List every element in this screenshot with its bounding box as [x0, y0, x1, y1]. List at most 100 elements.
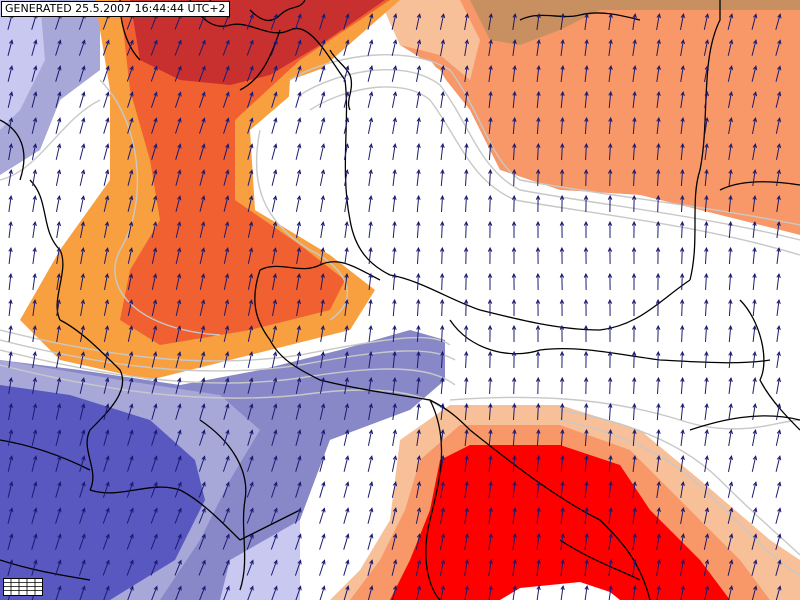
wind-arrow-icon	[31, 507, 38, 524]
wind-arrow-icon	[536, 428, 541, 447]
wind-arrow-icon	[295, 455, 302, 472]
wind-arrow-icon	[103, 585, 110, 600]
wind-arrow-icon	[175, 117, 182, 134]
wind-arrow-icon	[103, 325, 110, 342]
wind-arrow-icon	[199, 377, 206, 394]
field-dark-red-n	[130, 0, 385, 85]
wind-arrow-icon	[247, 455, 254, 472]
wind-arrow-icon	[584, 532, 589, 550]
wind-arrow-icon	[126, 65, 134, 82]
wind-arrow-icon	[295, 481, 302, 498]
wind-arrow-icon	[78, 559, 86, 576]
wind-arrow-icon	[608, 454, 613, 473]
wind-arrow-icon	[632, 90, 637, 108]
wind-arrow-icon	[680, 38, 685, 56]
wind-arrow-icon	[55, 559, 62, 576]
wind-arrow-icon	[680, 116, 685, 134]
wind-arrow-icon	[368, 298, 373, 317]
wind-arrow-icon	[319, 65, 326, 82]
wind-arrow-icon	[752, 272, 757, 291]
wind-arrow-icon	[488, 402, 493, 421]
wind-arrow-icon	[343, 455, 350, 472]
wind-arrow-icon	[751, 585, 758, 600]
wind-arrow-icon	[270, 507, 278, 524]
wind-arrow-icon	[247, 117, 254, 134]
wind-arrow-icon	[150, 533, 158, 550]
wind-arrow-icon	[55, 169, 62, 186]
wind-arrow-icon	[246, 507, 254, 524]
wind-arrow-icon	[439, 272, 445, 291]
wind-arrow-icon	[704, 272, 709, 291]
wind-arrow-icon	[776, 350, 781, 368]
wind-arrow-icon	[32, 246, 37, 264]
wind-arrow-icon	[319, 169, 326, 186]
wind-arrow-icon	[271, 91, 278, 108]
field-light-blue-nw	[0, 0, 45, 130]
wind-arrow-icon	[559, 350, 565, 369]
wind-arrow-icon	[751, 533, 758, 550]
wind-arrow-icon	[79, 351, 86, 368]
wind-arrow-icon	[391, 13, 398, 30]
wind-arrow-icon	[223, 117, 230, 134]
wind-arrow-icon	[608, 38, 613, 56]
wind-arrow-icon	[80, 324, 85, 342]
wind-arrow-icon	[704, 142, 709, 160]
wind-arrow-icon	[367, 507, 374, 524]
wind-arrow-icon	[560, 64, 565, 82]
wind-arrow-icon	[78, 533, 86, 550]
wind-arrow-icon	[127, 221, 134, 238]
wind-arrow-icon	[416, 272, 421, 291]
wind-arrow-icon	[31, 455, 38, 472]
wind-arrow-icon	[488, 90, 493, 108]
wind-arrow-icon	[31, 65, 38, 82]
wind-arrow-icon	[8, 272, 13, 291]
wind-arrow-icon	[31, 143, 38, 160]
wind-arrow-icon	[488, 532, 493, 550]
wind-arrow-icon	[559, 324, 565, 343]
wind-arrow-icon	[631, 298, 637, 316]
wind-arrow-icon	[535, 324, 541, 342]
wind-arrow-icon	[367, 533, 374, 550]
wind-arrow-icon	[464, 38, 469, 56]
wind-arrow-icon	[439, 246, 445, 265]
wind-arrow-icon	[440, 142, 445, 161]
wind-arrow-icon	[632, 376, 637, 395]
wind-arrow-icon	[488, 116, 493, 135]
wind-arrow-icon	[775, 481, 782, 498]
wind-arrow-icon	[560, 142, 565, 161]
wind-arrow-icon	[199, 273, 206, 290]
wind-arrow-icon	[174, 39, 182, 56]
wind-arrow-icon	[199, 169, 206, 186]
wind-arrow-icon	[655, 350, 661, 369]
wind-arrow-icon	[775, 429, 782, 446]
wind-arrow-icon	[704, 246, 709, 265]
wind-arrow-icon	[439, 13, 446, 30]
wind-arrow-icon	[704, 454, 709, 472]
wind-arrow-icon	[174, 481, 182, 498]
wind-arrow-icon	[464, 90, 469, 108]
wind-arrow-icon	[752, 376, 757, 394]
wind-arrow-icon	[199, 351, 206, 368]
wind-arrow-icon	[296, 220, 301, 238]
wind-arrow-icon	[343, 533, 350, 550]
wind-arrow-icon	[775, 585, 782, 600]
wind-arrow-icon	[751, 13, 758, 30]
wind-arrow-icon	[151, 169, 158, 186]
wind-arrow-icon	[440, 480, 445, 498]
wind-arrow-icon	[319, 13, 326, 30]
wind-arrow-icon	[31, 39, 38, 56]
wind-arrow-icon	[103, 247, 110, 264]
wind-arrow-icon	[151, 299, 158, 316]
wind-arrow-icon	[175, 221, 182, 238]
wind-arrow-icon	[80, 272, 85, 290]
wind-arrow-icon	[32, 194, 37, 212]
wind-arrow-icon	[270, 559, 278, 576]
wind-arrow-icon	[272, 298, 278, 316]
wind-arrow-icon	[416, 454, 421, 472]
wind-arrow-icon	[632, 454, 637, 472]
wind-arrow-icon	[296, 246, 301, 264]
wind-arrow-icon	[751, 39, 758, 56]
wind-arrow-icon	[150, 559, 158, 576]
wind-arrow-icon	[535, 220, 541, 238]
wind-arrow-icon	[728, 454, 733, 472]
